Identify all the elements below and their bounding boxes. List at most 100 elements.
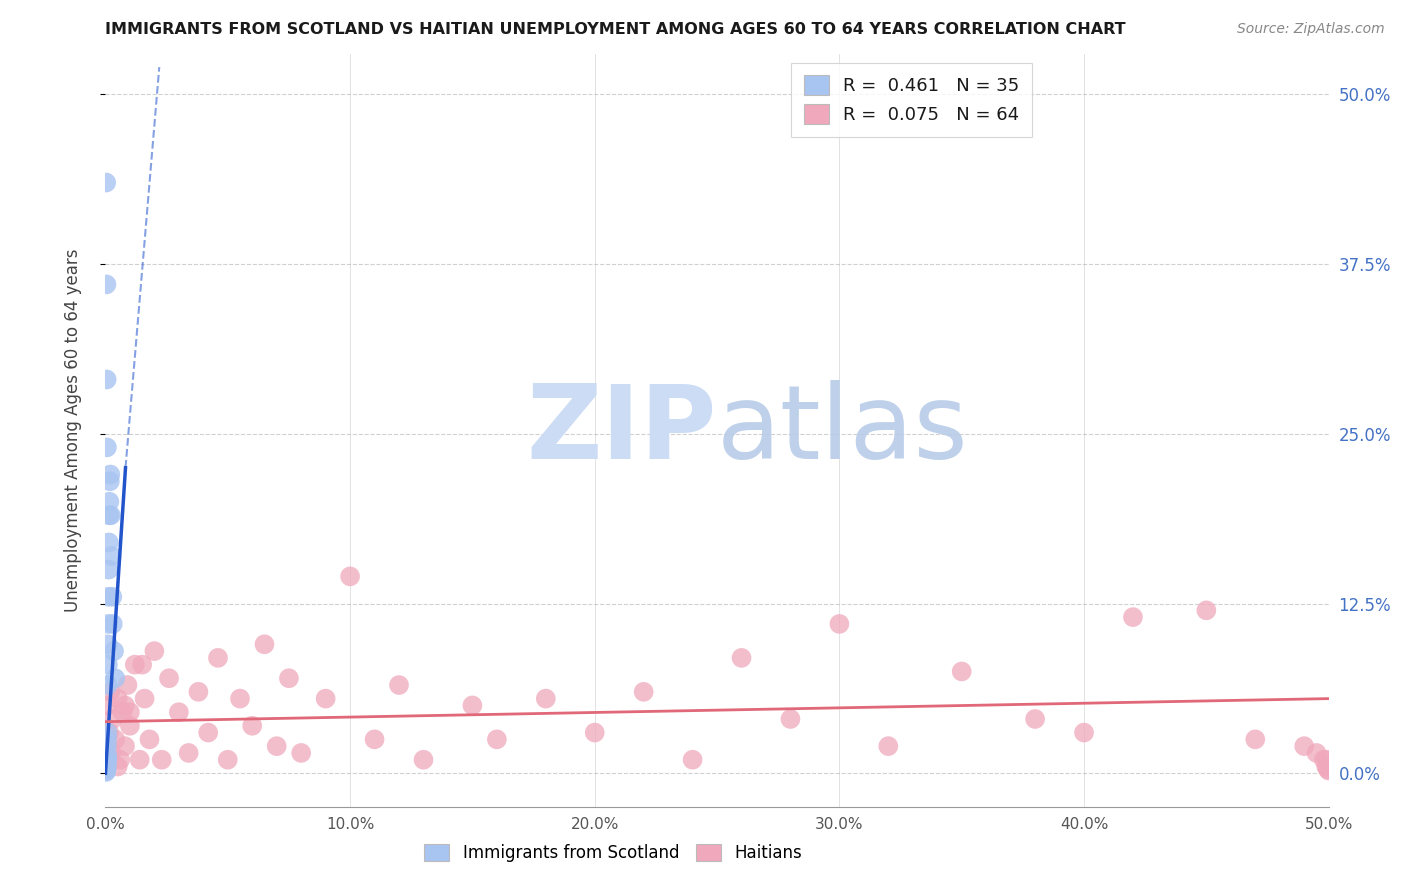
Point [96, 372, 118, 386]
Point [118, 705, 141, 719]
Point [124, 657, 146, 672]
Point [412, 753, 434, 767]
Point [96, 758, 118, 772]
Point [682, 753, 704, 767]
Point [779, 712, 801, 726]
Point [1316, 759, 1339, 773]
Point [94, 764, 117, 779]
Point [253, 637, 276, 651]
Point [217, 753, 239, 767]
Point [266, 739, 288, 753]
Text: ZIP: ZIP [527, 380, 717, 481]
Point [157, 671, 180, 685]
Text: Source: ZipAtlas.com: Source: ZipAtlas.com [1237, 22, 1385, 37]
Point [97, 657, 120, 672]
Point [950, 665, 973, 679]
Point [101, 616, 124, 631]
Point [177, 746, 200, 760]
Point [1305, 746, 1327, 760]
Point [485, 732, 508, 747]
Point [100, 508, 122, 523]
Point [1315, 759, 1337, 773]
Point [877, 739, 900, 753]
Point [1195, 603, 1218, 617]
Point [104, 732, 127, 747]
Point [101, 590, 124, 604]
Point [730, 651, 752, 665]
Point [96, 759, 118, 773]
Point [97, 590, 120, 604]
Point [117, 678, 139, 692]
Point [96, 753, 118, 767]
Point [1073, 725, 1095, 739]
Point [339, 569, 361, 583]
Point [315, 691, 337, 706]
Point [98, 725, 121, 739]
Point [96, 732, 118, 747]
Y-axis label: Unemployment Among Ages 60 to 64 years: Unemployment Among Ages 60 to 64 years [63, 249, 82, 612]
Point [98, 494, 121, 508]
Point [828, 616, 851, 631]
Point [138, 732, 160, 747]
Point [98, 685, 121, 699]
Point [461, 698, 484, 713]
Point [114, 739, 136, 753]
Point [97, 678, 120, 692]
Point [96, 739, 118, 753]
Point [100, 549, 122, 563]
Point [96, 277, 118, 292]
Point [104, 671, 127, 685]
Point [114, 698, 136, 713]
Point [150, 753, 173, 767]
Point [633, 685, 655, 699]
Point [583, 725, 606, 739]
Text: IMMIGRANTS FROM SCOTLAND VS HAITIAN UNEMPLOYMENT AMONG AGES 60 TO 64 YEARS CORRE: IMMIGRANTS FROM SCOTLAND VS HAITIAN UNEM… [105, 22, 1126, 37]
Point [229, 691, 252, 706]
Point [96, 762, 118, 776]
Point [128, 753, 150, 767]
Point [534, 691, 557, 706]
Point [1313, 753, 1336, 767]
Point [96, 761, 118, 775]
Point [101, 712, 124, 726]
Point [98, 467, 121, 482]
Point [363, 732, 385, 747]
Point [96, 756, 118, 770]
Point [207, 651, 229, 665]
Point [143, 644, 166, 658]
Legend: Immigrants from Scotland, Haitians: Immigrants from Scotland, Haitians [416, 836, 810, 871]
Point [97, 563, 120, 577]
Point [388, 678, 411, 692]
Point [1317, 764, 1340, 778]
Point [1024, 712, 1046, 726]
Point [103, 644, 125, 658]
Point [290, 746, 312, 760]
Point [96, 176, 118, 190]
Point [131, 657, 153, 672]
Point [1317, 762, 1340, 776]
Point [97, 535, 120, 549]
Point [134, 691, 156, 706]
Point [107, 759, 129, 773]
Point [108, 753, 131, 767]
Point [96, 725, 118, 739]
Point [1122, 610, 1144, 624]
Point [96, 750, 118, 764]
Point [97, 637, 120, 651]
Point [197, 725, 219, 739]
Point [111, 705, 134, 719]
Point [100, 746, 122, 760]
Point [1316, 753, 1339, 767]
Point [96, 764, 118, 778]
Point [96, 753, 118, 767]
Point [96, 441, 118, 455]
Point [278, 671, 301, 685]
Point [1244, 732, 1267, 747]
Point [96, 746, 118, 760]
Point [98, 475, 121, 489]
Point [97, 698, 120, 713]
Point [118, 719, 141, 733]
Point [167, 705, 190, 719]
Point [1294, 739, 1316, 753]
Point [97, 616, 120, 631]
